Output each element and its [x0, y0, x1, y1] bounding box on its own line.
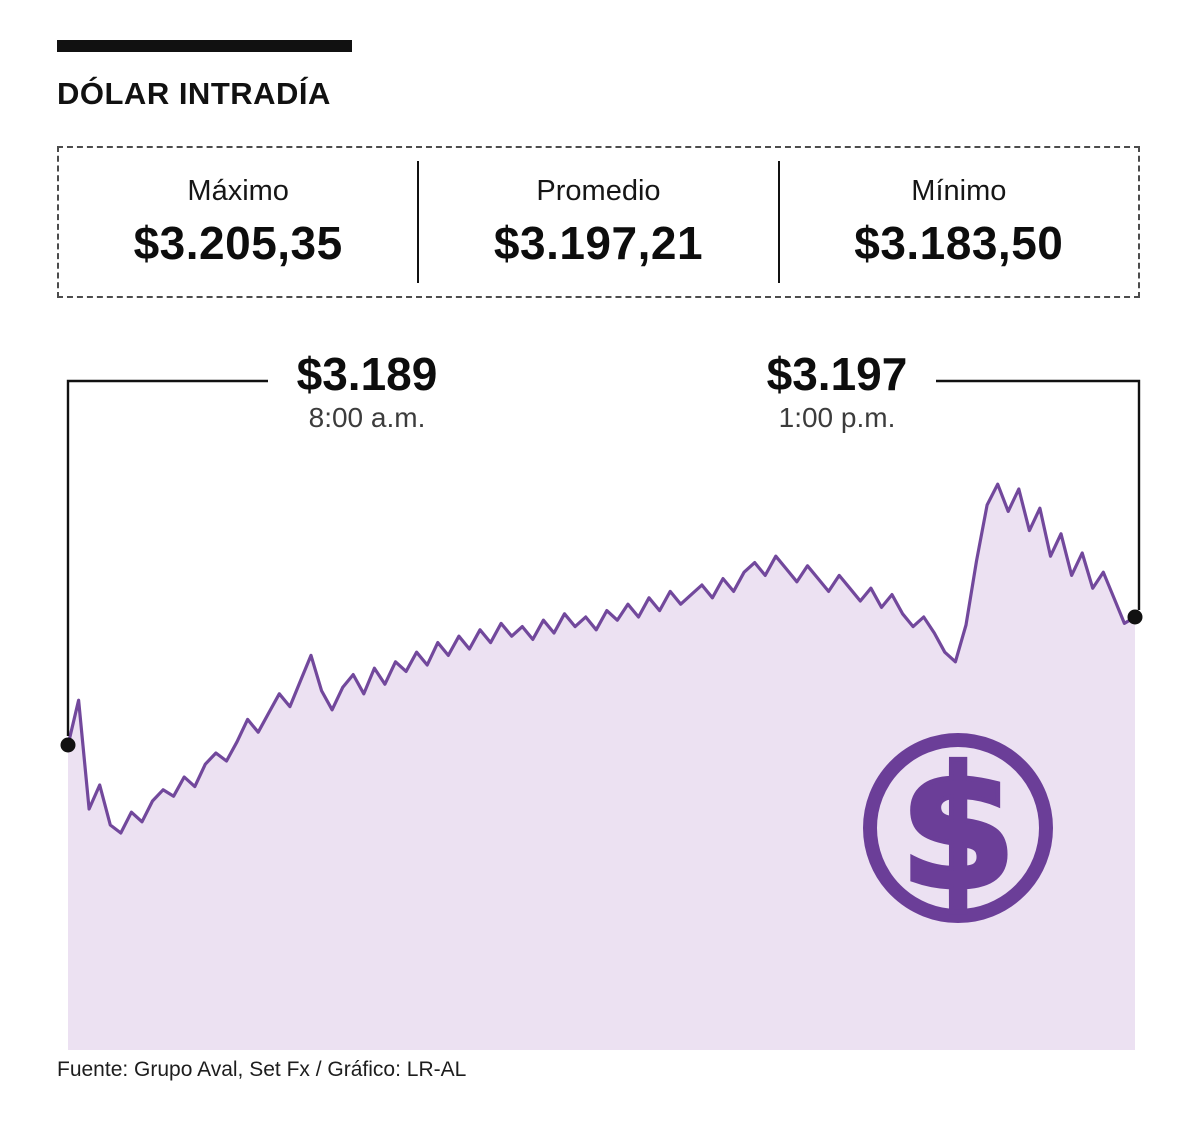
annotation-end-time: 1:00 p.m. [778, 402, 896, 434]
annotation-end: $3.197 1:00 p.m. [742, 350, 932, 434]
page-title: DÓLAR INTRADÍA [57, 76, 331, 111]
stat-divider [777, 161, 780, 283]
stat-promedio-value: $3.197,21 [493, 216, 704, 269]
stat-maximo-value: $3.205,35 [133, 216, 343, 269]
price-area [68, 484, 1135, 1050]
annotation-start-time: 8:00 a.m. [308, 402, 426, 434]
stat-minimo-value: $3.183,50 [854, 216, 1064, 269]
stat-minimo-label: Mínimo [911, 174, 1007, 207]
end-point-marker [1127, 609, 1143, 625]
title-accent-bar [57, 40, 352, 52]
annotation-start: $3.189 8:00 a.m. [272, 350, 462, 434]
stat-promedio: Promedio $3.197,21 [419, 175, 777, 270]
stat-promedio-label: Promedio [536, 174, 661, 207]
dollar-icon: $ [863, 729, 1053, 930]
source-credit: Fuente: Grupo Aval, Set Fx / Gráfico: LR… [57, 1058, 467, 1081]
stat-maximo-label: Máximo [187, 174, 289, 207]
leader-line-start [66, 379, 268, 736]
stat-minimo: Mínimo $3.183,50 [780, 175, 1138, 270]
annotation-start-price: $3.189 [296, 348, 438, 400]
price-line [66, 482, 1137, 835]
stats-summary-box: Máximo $3.205,35 Promedio $3.197,21 Míni… [57, 146, 1140, 298]
leader-line-end [936, 379, 1141, 610]
svg-text:$: $ [900, 731, 1017, 927]
stat-maximo: Máximo $3.205,35 [59, 175, 417, 270]
stat-divider [417, 161, 420, 283]
start-point-marker [60, 737, 76, 753]
annotation-end-price: $3.197 [766, 348, 908, 400]
